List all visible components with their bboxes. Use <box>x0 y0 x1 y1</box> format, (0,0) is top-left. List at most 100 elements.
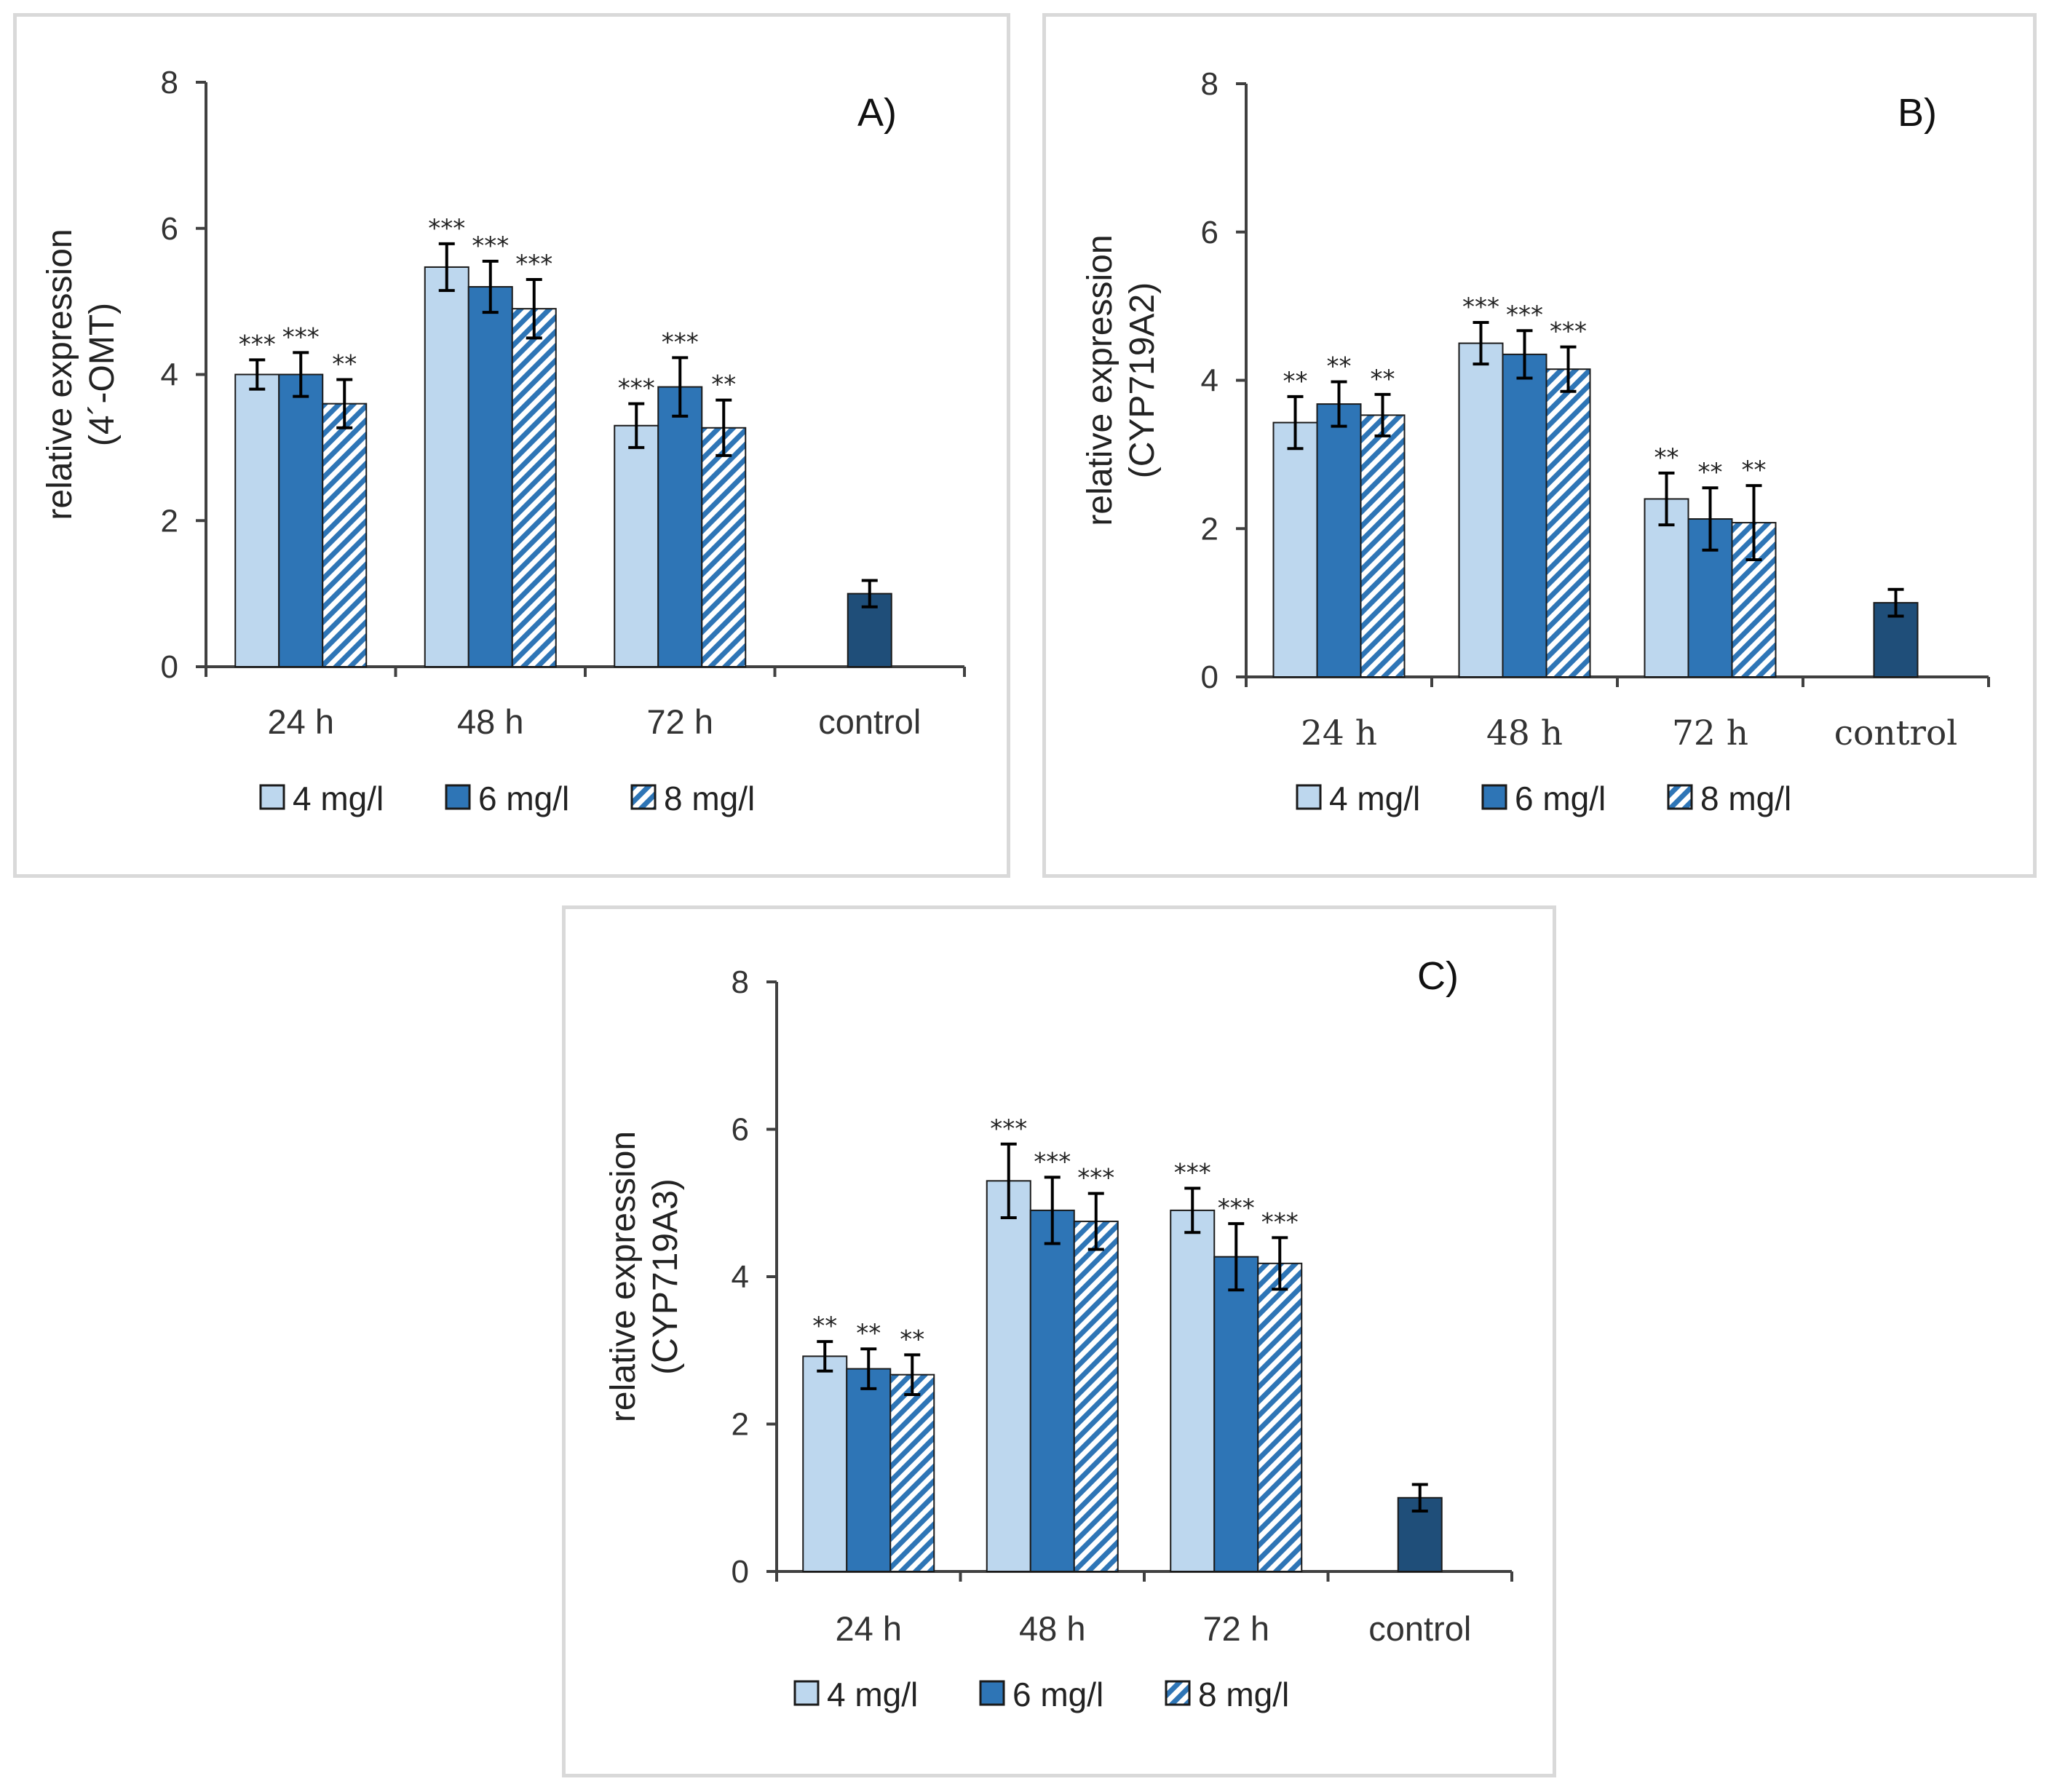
y-tick-label: 0 <box>1201 659 1218 695</box>
significance-label: *** <box>1506 301 1543 330</box>
bar-4-mg-l <box>1458 342 1504 678</box>
y-axis-title: relative expression <box>604 1131 643 1422</box>
bar-6-mg-l <box>278 373 324 667</box>
error-bar <box>1272 1236 1288 1291</box>
bar-8-mg-l <box>1360 414 1406 678</box>
significance-label: *** <box>472 231 509 261</box>
y-tick-label: 0 <box>732 1554 749 1590</box>
bar-6-mg-l <box>1213 1256 1259 1572</box>
error-bar <box>1745 484 1762 562</box>
bar-4-mg-l <box>1272 421 1318 678</box>
bar-4-mg-l <box>1170 1209 1216 1572</box>
bar-8-mg-l <box>889 1373 935 1572</box>
legend-swatch <box>259 784 285 810</box>
y-tick-label: 8 <box>1201 66 1218 102</box>
x-category-label: control <box>1834 713 1958 753</box>
bar-6-mg-l <box>467 286 513 667</box>
significance-label: ** <box>1371 365 1395 394</box>
y-tick-label: 4 <box>161 357 178 393</box>
bar-8-mg-l <box>1545 368 1591 678</box>
legend-label: 6 mg/l <box>1012 1676 1103 1713</box>
panel-letter: B) <box>1898 91 1937 135</box>
error-bar <box>1044 1175 1061 1245</box>
bar-8-mg-l <box>1073 1221 1119 1572</box>
bar-6-mg-l <box>1029 1209 1075 1572</box>
error-bar <box>336 378 353 429</box>
legend-swatch <box>793 1680 820 1706</box>
legend-swatch <box>979 1680 1005 1706</box>
y-tick-label: 2 <box>732 1407 749 1443</box>
x-category-label: 72 h <box>1672 713 1748 753</box>
significance-label: *** <box>1174 1159 1211 1188</box>
significance-label: *** <box>618 374 655 403</box>
x-category-label: 48 h <box>457 702 523 741</box>
x-category-label: 48 h <box>1019 1609 1085 1648</box>
error-bar <box>1228 1222 1245 1292</box>
bar-8-mg-l <box>701 427 747 667</box>
legend-label: 4 mg/l <box>827 1676 918 1713</box>
x-category-label: 48 h <box>1486 713 1563 753</box>
significance-label: ** <box>1283 367 1308 396</box>
error-bar <box>1184 1186 1201 1234</box>
significance-label: *** <box>428 214 465 243</box>
error-bar <box>628 402 645 449</box>
significance-label: *** <box>1034 1147 1071 1176</box>
legend-swatch <box>1481 784 1507 810</box>
x-category-label: 24 h <box>1301 713 1377 753</box>
y-tick-label: 8 <box>161 65 178 100</box>
bar-6-mg-l <box>1502 353 1547 678</box>
error-bar <box>716 398 732 457</box>
error-bar <box>1000 1142 1017 1219</box>
bar-8-mg-l <box>511 308 557 667</box>
significance-label: ** <box>900 1325 924 1354</box>
legend-label: 8 mg/l <box>1198 1676 1289 1713</box>
legend-label: 6 mg/l <box>1515 780 1606 817</box>
error-bar <box>1331 380 1347 428</box>
error-bar <box>861 579 878 608</box>
significance-label: ** <box>856 1319 881 1348</box>
error-bar <box>438 242 455 293</box>
error-bar <box>817 1340 833 1373</box>
x-category-label: control <box>818 702 921 741</box>
error-bar <box>1473 321 1489 366</box>
x-category-label: 72 h <box>647 702 713 741</box>
error-bar <box>1560 345 1577 393</box>
significance-label: *** <box>515 250 552 279</box>
y-tick-label: 6 <box>732 1112 749 1148</box>
significance-label: *** <box>662 328 699 357</box>
error-bar <box>293 351 309 398</box>
error-bar <box>1087 1192 1104 1251</box>
y-axis-gene-label: (CYP719A3) <box>646 1178 685 1374</box>
bar-8-mg-l <box>1257 1262 1303 1572</box>
legend-swatch <box>1165 1680 1191 1706</box>
error-bar <box>1516 329 1533 380</box>
bar-4-mg-l <box>234 373 280 667</box>
x-category-label: 24 h <box>268 702 334 741</box>
bar-4-mg-l <box>424 266 469 668</box>
legend-label: 8 mg/l <box>664 780 755 817</box>
y-axis-title: relative expression <box>1081 234 1119 526</box>
y-tick-label: 8 <box>732 964 749 1000</box>
bar-6-mg-l <box>657 386 703 667</box>
panel-letter: C) <box>1417 954 1459 998</box>
y-tick-label: 6 <box>1201 215 1218 250</box>
y-axis-gene-label: (4´-OMT) <box>83 303 122 446</box>
chart-panel-b: 0 2 4 6 8 24 h 48 h 72 h control relative express… <box>1042 13 2037 878</box>
y-axis-title: relative expression <box>41 229 79 520</box>
bar-4-mg-l <box>986 1180 1031 1572</box>
significance-label: ** <box>812 1312 837 1341</box>
legend: 4 mg/l 6 mg/l 8 mg/l <box>259 780 755 817</box>
y-tick-label: 4 <box>1201 363 1218 399</box>
y-tick-label: 2 <box>1201 511 1218 547</box>
y-tick-label: 2 <box>161 503 178 539</box>
significance-label: ** <box>711 370 736 400</box>
x-category-label: 24 h <box>836 1609 902 1648</box>
error-bar <box>1411 1483 1428 1513</box>
error-bar <box>1374 392 1391 437</box>
error-bar <box>482 259 499 314</box>
y-tick-label: 6 <box>161 211 178 247</box>
y-axis-gene-label: (CYP719A2) <box>1123 282 1162 478</box>
x-category-label: 72 h <box>1203 1609 1269 1648</box>
y-tick-label: 4 <box>732 1259 749 1295</box>
legend-label: 4 mg/l <box>293 780 384 817</box>
